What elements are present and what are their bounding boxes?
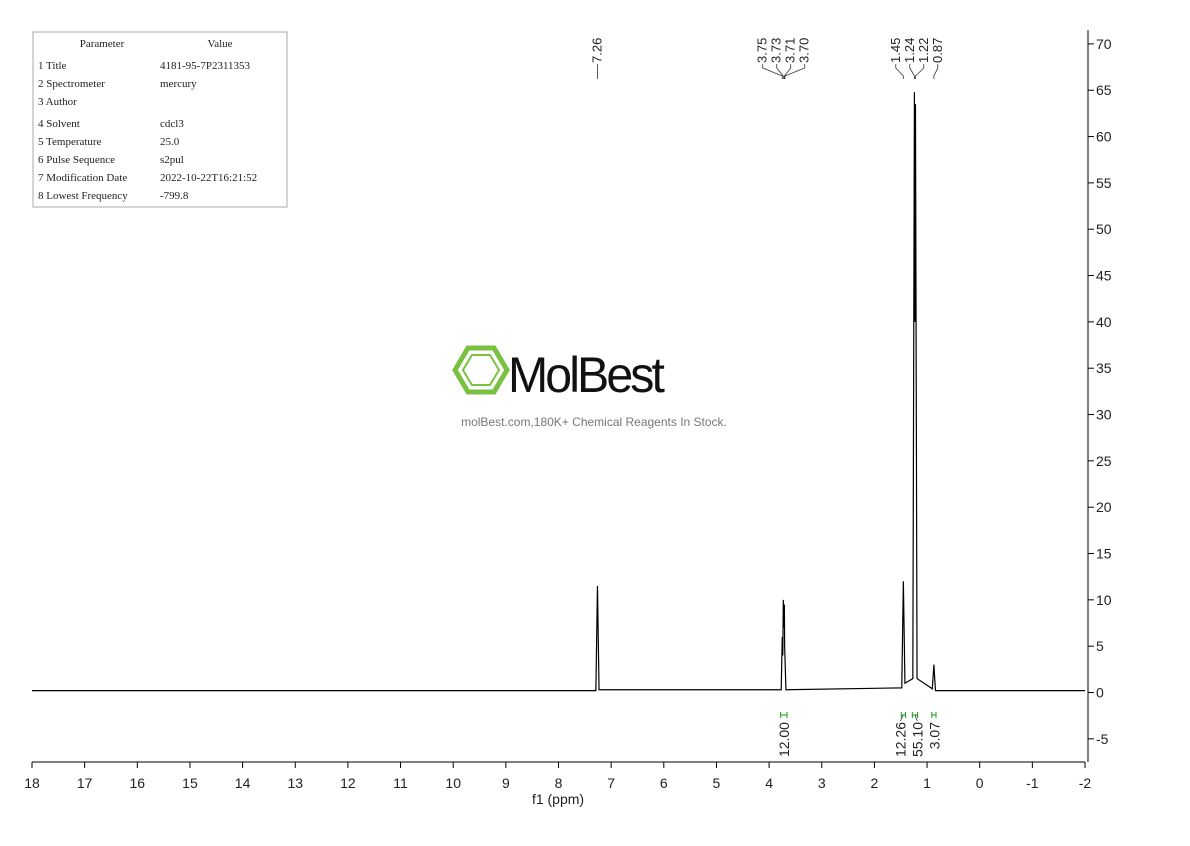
y-tick-label: 5 bbox=[1096, 638, 1104, 654]
spectrum-line bbox=[32, 92, 1085, 692]
peak-connector bbox=[776, 64, 784, 79]
integral-bracket bbox=[780, 712, 788, 718]
peak-connector bbox=[915, 64, 925, 79]
peak-label: 3.71 bbox=[783, 38, 798, 63]
y-tick-label: 70 bbox=[1096, 36, 1112, 52]
integral-label: 12.26 bbox=[892, 722, 908, 757]
y-tick-label: 65 bbox=[1096, 82, 1112, 98]
peak-label: 3.75 bbox=[755, 38, 770, 63]
watermark: MolBest molBest.com,180K+ Chemical Reage… bbox=[452, 345, 727, 429]
x-tick-label: 4 bbox=[765, 775, 773, 791]
x-tick-label: 8 bbox=[555, 775, 563, 791]
peak-label: 3.73 bbox=[769, 38, 784, 63]
integral-bracket bbox=[931, 712, 937, 718]
x-tick-label: 2 bbox=[871, 775, 879, 791]
parameter-table bbox=[32, 31, 288, 208]
peak-connector bbox=[784, 64, 806, 79]
peak-label: 1.45 bbox=[888, 38, 903, 63]
y-tick-label: 50 bbox=[1096, 221, 1112, 237]
x-tick-label: 13 bbox=[287, 775, 303, 791]
table-key: 2 Spectrometer bbox=[38, 78, 105, 90]
peak-connector bbox=[783, 64, 792, 79]
x-tick-label: 7 bbox=[607, 775, 615, 791]
peak-label: 1.24 bbox=[902, 38, 917, 63]
table-value: 4181-95-7P2311353 bbox=[160, 60, 251, 72]
x-tick-label: 16 bbox=[130, 775, 146, 791]
peak-label: 0.87 bbox=[930, 38, 945, 63]
logo-hexagon bbox=[452, 345, 510, 395]
x-tick-label: 9 bbox=[502, 775, 510, 791]
table-value: -799.8 bbox=[160, 190, 189, 202]
x-tick-label: 5 bbox=[713, 775, 721, 791]
watermark-brand: MolBest bbox=[508, 347, 665, 403]
x-tick-label: 10 bbox=[445, 775, 461, 791]
peak-connector bbox=[909, 64, 915, 79]
peak-connector bbox=[933, 64, 939, 79]
table-key: 6 Pulse Sequence bbox=[38, 154, 115, 166]
x-tick-label: -2 bbox=[1079, 775, 1092, 791]
table-header: Parameter bbox=[80, 38, 125, 50]
table-value: mercury bbox=[160, 78, 197, 90]
x-tick-label: 0 bbox=[976, 775, 984, 791]
y-tick-label: 0 bbox=[1096, 685, 1104, 701]
table-key: 4 Solvent bbox=[38, 118, 80, 130]
y-tick-label: 10 bbox=[1096, 592, 1112, 608]
table-key: 5 Temperature bbox=[38, 136, 102, 148]
y-tick-label: 55 bbox=[1096, 175, 1112, 191]
integral-bracket bbox=[900, 712, 906, 718]
x-tick-label: 14 bbox=[235, 775, 251, 791]
x-tick-label: 12 bbox=[340, 775, 356, 791]
y-tick-label: 45 bbox=[1096, 268, 1112, 284]
x-tick-label: 1 bbox=[923, 775, 931, 791]
table-value: 2022-10-22T16:21:52 bbox=[160, 172, 257, 184]
peak-label: 1.22 bbox=[916, 38, 931, 63]
table-value: cdcl3 bbox=[160, 118, 184, 130]
x-axis-label: f1 (ppm) bbox=[532, 791, 584, 807]
x-tick-label: 18 bbox=[24, 775, 40, 791]
table-header: Value bbox=[207, 38, 232, 50]
x-tick-label: 17 bbox=[77, 775, 93, 791]
peak-connector bbox=[895, 64, 904, 79]
table-key: 8 Lowest Frequency bbox=[38, 190, 128, 202]
y-tick-label: 40 bbox=[1096, 314, 1112, 330]
y-tick-label: 25 bbox=[1096, 453, 1112, 469]
y-tick-label: 60 bbox=[1096, 129, 1112, 145]
table-key: 3 Author bbox=[38, 96, 77, 108]
peak-label: 7.26 bbox=[589, 38, 604, 63]
y-tick-label: 15 bbox=[1096, 546, 1112, 562]
integral-connector bbox=[900, 714, 904, 722]
y-tick-label: 35 bbox=[1096, 360, 1112, 376]
x-tick-label: 3 bbox=[818, 775, 826, 791]
table-value: s2pul bbox=[160, 154, 184, 166]
integral-connector bbox=[914, 714, 918, 722]
y-tick-label: 30 bbox=[1096, 407, 1112, 423]
y-tick-label: -5 bbox=[1096, 731, 1109, 747]
x-tick-label: 11 bbox=[393, 775, 408, 791]
logo-ring bbox=[461, 354, 501, 386]
x-tick-label: 6 bbox=[660, 775, 668, 791]
table-key: 7 Modification Date bbox=[38, 172, 127, 184]
integral-label: 12.00 bbox=[776, 722, 792, 757]
y-tick-label: 20 bbox=[1096, 499, 1112, 515]
table-key: 1 Title bbox=[38, 60, 67, 72]
integral-label: 55.10 bbox=[909, 722, 925, 757]
watermark-tagline: molBest.com,180K+ Chemical Reagents In S… bbox=[461, 415, 727, 429]
integral-label: 3.07 bbox=[926, 722, 942, 749]
x-tick-label: 15 bbox=[182, 775, 198, 791]
table-value: 25.0 bbox=[160, 136, 180, 148]
x-tick-label: -1 bbox=[1026, 775, 1039, 791]
peak-label: 3.70 bbox=[797, 38, 812, 63]
peak-connector bbox=[762, 64, 783, 79]
